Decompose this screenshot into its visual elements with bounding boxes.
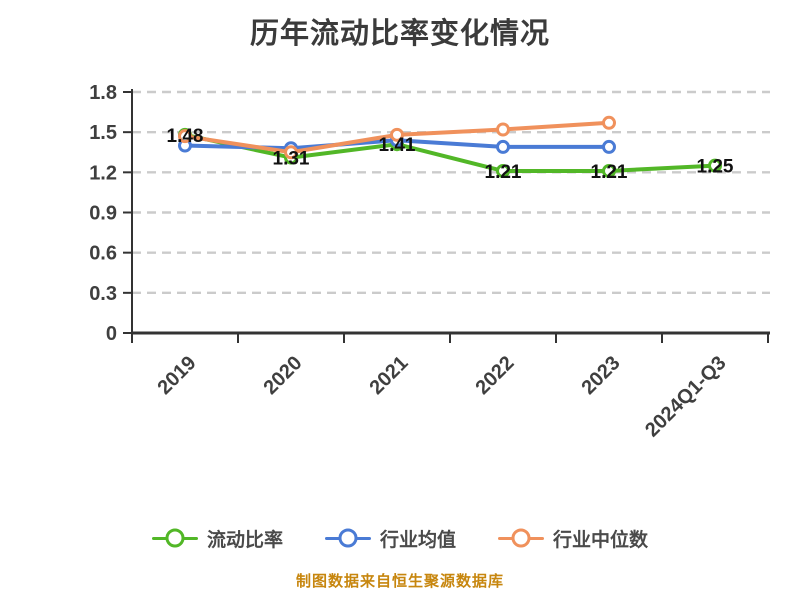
- chart-legend: 流动比率 行业均值 行业中位数: [0, 521, 800, 555]
- data-point-marker: [602, 115, 616, 130]
- chart-source-note: 制图数据来自恒生聚源数据库: [295, 573, 504, 590]
- x-axis: 2019 2020 2021 2022 2023 2024Q1-Q3: [131, 331, 770, 441]
- y-tick-label: 1.8: [89, 82, 117, 104]
- data-point-label: 1.21: [485, 162, 522, 183]
- y-tick-label: 1.5: [89, 122, 117, 144]
- data-point-label: 1.41: [379, 135, 416, 156]
- legend-item-current-ratio[interactable]: 流动比率: [151, 525, 283, 552]
- data-point-marker: [496, 139, 510, 154]
- data-point-marker: [178, 129, 192, 144]
- legend-line-dot-icon: [324, 528, 371, 548]
- y-tick-label: 0.3: [89, 283, 117, 305]
- data-point-label: 1.21: [591, 162, 628, 183]
- grid-lines: [132, 90, 770, 295]
- legend-line-dot-icon: [498, 528, 544, 548]
- data-point-label: 1.31: [273, 149, 310, 170]
- y-tick-label: 0.9: [89, 203, 117, 225]
- y-axis: 0 0.3 0.6 0.9 1.2 1.5 1.8: [89, 82, 133, 345]
- data-point-marker: [284, 145, 298, 160]
- legend-item-industry-mean[interactable]: 行业均值: [324, 525, 456, 552]
- series-line-current-ratio: [183, 132, 717, 173]
- legend-label: 行业中位数: [553, 529, 649, 551]
- data-point-marker: [602, 163, 616, 178]
- x-tick-label: 2020: [260, 352, 307, 399]
- y-tick-label: 0.6: [89, 243, 117, 265]
- y-tick-label: 0: [106, 323, 117, 345]
- data-point-marker: [390, 127, 404, 142]
- x-tick-label: 2022: [472, 352, 519, 399]
- data-point-label: 1.25: [697, 157, 734, 178]
- x-tick-label: 2021: [366, 352, 413, 399]
- legend-item-industry-median[interactable]: 行业中位数: [498, 525, 648, 552]
- x-tick-label: 2019: [154, 352, 201, 399]
- legend-label: 行业均值: [379, 529, 456, 551]
- legend-line-dot-icon: [151, 528, 198, 548]
- legend-label: 流动比率: [206, 529, 283, 551]
- y-tick-label: 1.2: [89, 162, 117, 184]
- x-tick-label: 2024Q1-Q3: [641, 352, 730, 441]
- data-point-label: 1.48: [167, 126, 204, 147]
- series-current-ratio: [178, 127, 722, 178]
- data-point-marker: [496, 122, 510, 137]
- data-point-marker: [708, 158, 722, 173]
- chart-title: 历年流动比率变化情况: [249, 18, 550, 50]
- data-labels-current-ratio: 1.48 1.31 1.41 1.21 1.21 1.25: [167, 126, 734, 183]
- x-tick-label: 2023: [578, 352, 625, 399]
- data-point-marker: [602, 139, 616, 154]
- data-point-marker: [496, 163, 510, 178]
- series-industry-median: [178, 115, 616, 160]
